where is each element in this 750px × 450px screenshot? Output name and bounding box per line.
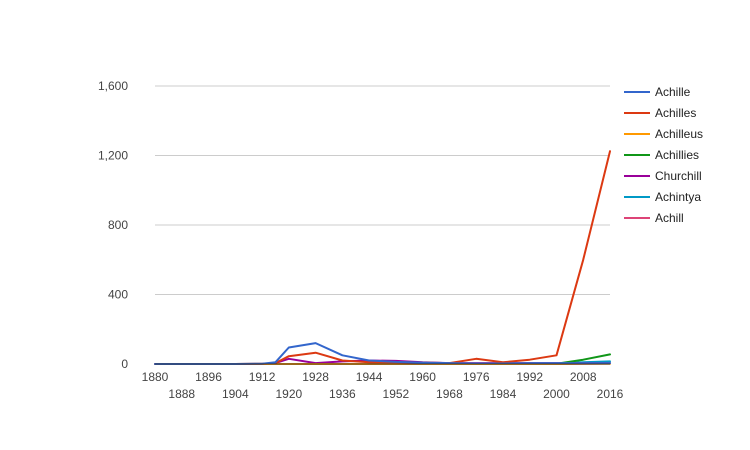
- x-tick-label: 1936: [329, 387, 356, 401]
- x-tick-label: 1904: [222, 387, 249, 401]
- x-tick-label: 1976: [463, 370, 490, 384]
- series-line-achille: [154, 342, 611, 365]
- y-tick-label: 800: [108, 218, 128, 232]
- series-line-achilles: [154, 150, 611, 365]
- legend: Achille Achilles Achilleus Achillies Churchi…: [624, 85, 703, 225]
- x-tick-label: 1952: [383, 387, 410, 401]
- gridlines: [155, 85, 610, 295]
- x-tick-label: 1912: [249, 370, 276, 384]
- y-tick-label: 400: [108, 288, 128, 302]
- x-tick-label: 1888: [168, 387, 195, 401]
- x-tick-label: 1920: [275, 387, 302, 401]
- y-axis-tick-labels: 0 400 800 1,200 1,600: [98, 79, 128, 371]
- legend-label: Achillies: [655, 148, 699, 162]
- legend-label: Churchill: [655, 169, 702, 183]
- x-tick-label: 1944: [356, 370, 383, 384]
- x-tick-label: 1896: [195, 370, 222, 384]
- series-lines: [154, 150, 611, 365]
- x-tick-label: 2000: [543, 387, 570, 401]
- y-tick-label: 1,200: [98, 149, 128, 163]
- y-tick-label: 0: [121, 357, 128, 371]
- legend-label: Achille: [655, 85, 691, 99]
- x-tick-label: 2008: [570, 370, 597, 384]
- legend-label: Achilles: [655, 106, 696, 120]
- x-tick-label: 2016: [597, 387, 624, 401]
- x-tick-label: 1992: [516, 370, 543, 384]
- legend-label: Achilleus: [655, 127, 703, 141]
- x-tick-label: 1968: [436, 387, 463, 401]
- x-tick-label: 1960: [409, 370, 436, 384]
- y-tick-label: 1,600: [98, 79, 128, 93]
- x-tick-label: 1928: [302, 370, 329, 384]
- legend-label: Achill: [655, 211, 684, 225]
- legend-label: Achintya: [655, 190, 701, 204]
- x-tick-label: 1984: [490, 387, 517, 401]
- x-tick-label: 1880: [142, 370, 169, 384]
